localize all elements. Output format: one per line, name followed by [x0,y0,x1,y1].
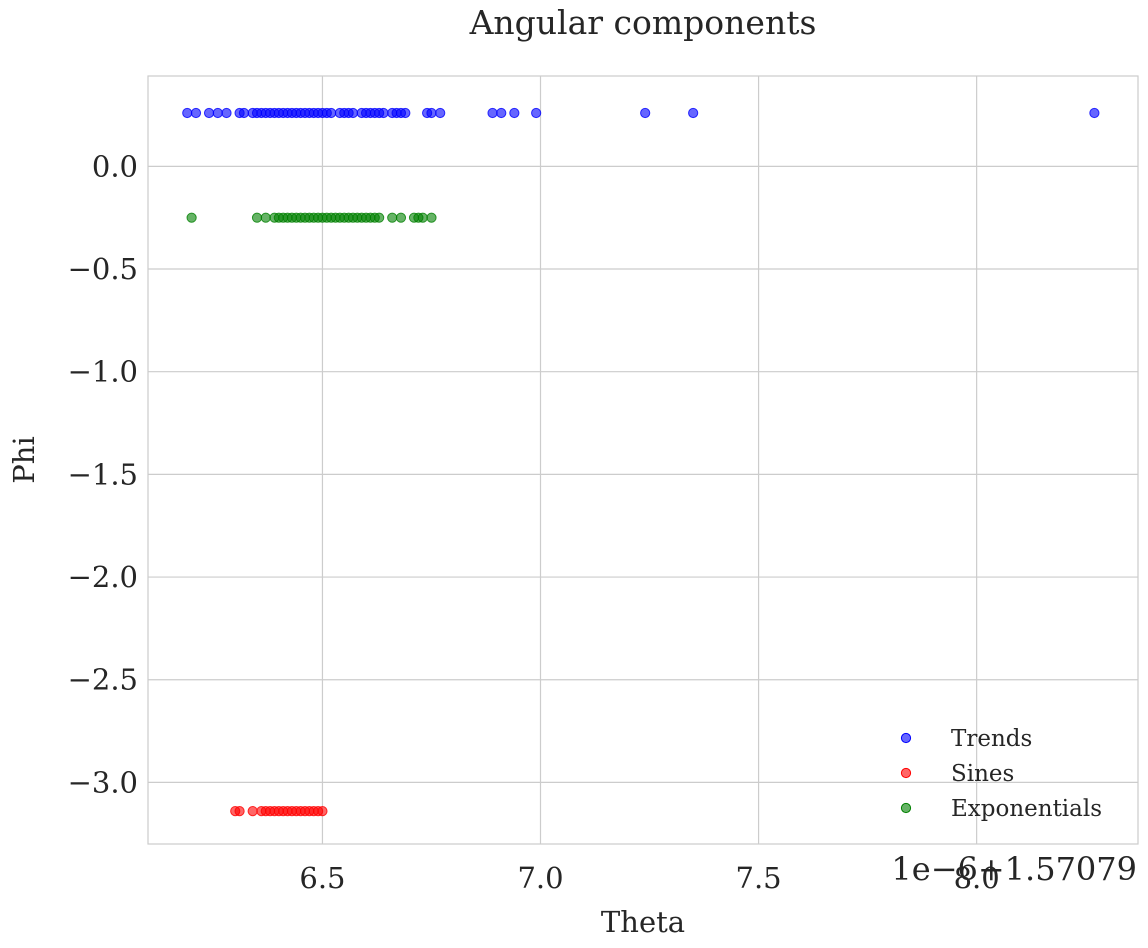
data-point [186,212,197,223]
series-exponentials [186,212,437,223]
data-point [400,107,411,119]
legend-marker [900,732,912,744]
x-tick-label: 8.0 [954,861,1000,895]
data-points [182,107,1100,817]
series-trends [182,107,1100,119]
data-point [317,806,328,817]
legend-label: Sines [951,761,1014,787]
data-point [496,107,507,119]
y-tick-label: −3.0 [68,765,138,799]
data-point [378,107,389,119]
data-point [326,107,337,119]
grid-lines [148,76,1138,844]
data-point [417,212,428,223]
y-tick-label: −0.5 [68,252,138,286]
data-point [221,107,232,119]
y-tick-label: −2.0 [68,560,138,594]
data-point [426,212,437,223]
data-point [260,212,271,223]
y-tick-label: 0.0 [92,149,138,183]
data-point [531,107,542,119]
x-tick-label: 7.5 [736,861,782,895]
legend-marker [900,767,912,779]
data-point [182,107,193,119]
data-point [1089,107,1100,119]
x-tick-label: 7.0 [517,861,563,895]
legend: Trends Sines Exponentials [900,726,1102,822]
data-point [203,107,215,119]
data-point [688,107,699,119]
data-point [251,212,263,223]
data-point [435,107,446,119]
data-point [212,107,223,119]
data-point [347,107,359,119]
x-tick-label: 6.5 [299,861,345,895]
plot-area-frame [147,75,1139,845]
y-tick-label: −1.0 [68,355,138,389]
x-offset-label: 1e−6+1.57079 [891,850,1137,888]
y-tick-label: −1.5 [68,457,138,491]
legend-label: Exponentials [951,796,1102,822]
data-point [640,107,651,119]
series-sines [230,806,328,817]
x-tick-labels: 6.5 7.0 7.5 8.0 [299,861,999,895]
chart-title: Angular components [469,3,817,42]
data-point [234,806,245,817]
data-point [387,212,398,223]
y-tick-labels: 0.0 −0.5 −1.0 −1.5 −2.0 −2.5 −3.0 [68,149,138,799]
data-point [395,212,407,223]
data-point [509,107,520,119]
data-point [426,107,437,119]
data-point [374,212,385,223]
y-tick-label: −2.5 [68,663,138,697]
legend-marker [900,802,912,814]
y-axis-label: Phi [7,436,41,483]
legend-label: Trends [951,726,1032,752]
data-point [247,806,258,817]
data-point [238,107,250,119]
x-axis-label: Theta [601,905,685,939]
data-point [190,107,202,119]
data-point [487,107,498,119]
